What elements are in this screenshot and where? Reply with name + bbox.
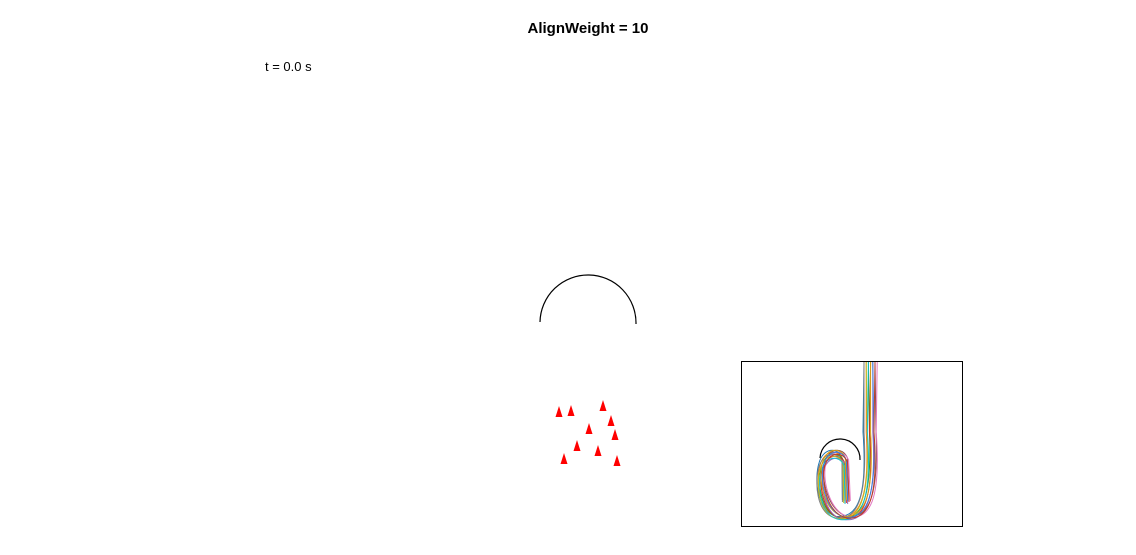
- agent-triangle-icon: [607, 415, 615, 426]
- trajectory-line: [819, 362, 869, 521]
- agent-triangle-icon: [585, 423, 593, 434]
- agent-triangle-icon: [611, 429, 619, 440]
- trajectory-line: [820, 362, 872, 517]
- agent-triangle-icon: [613, 455, 621, 466]
- agent-triangle-icon: [567, 405, 575, 416]
- agent-group: [555, 400, 621, 466]
- trajectory-line: [823, 362, 876, 519]
- agent-triangle-icon: [560, 453, 568, 464]
- trajectory-plot: [816, 362, 878, 521]
- trajectory-lines: [816, 362, 878, 521]
- obstacle-arc: [539, 274, 637, 325]
- trajectory-line: [821, 362, 875, 518]
- agent-triangle-icon: [555, 406, 563, 417]
- agent-triangle-icon: [594, 445, 602, 456]
- agent-triangle-icon: [599, 400, 607, 411]
- agent-triangle-icon: [573, 440, 581, 451]
- inset-obstacle-arc: [819, 438, 861, 461]
- figure-title: AlignWeight = 10: [527, 20, 649, 37]
- trajectory-inset: [741, 361, 963, 527]
- time-label: t = 0.0 s: [265, 59, 312, 74]
